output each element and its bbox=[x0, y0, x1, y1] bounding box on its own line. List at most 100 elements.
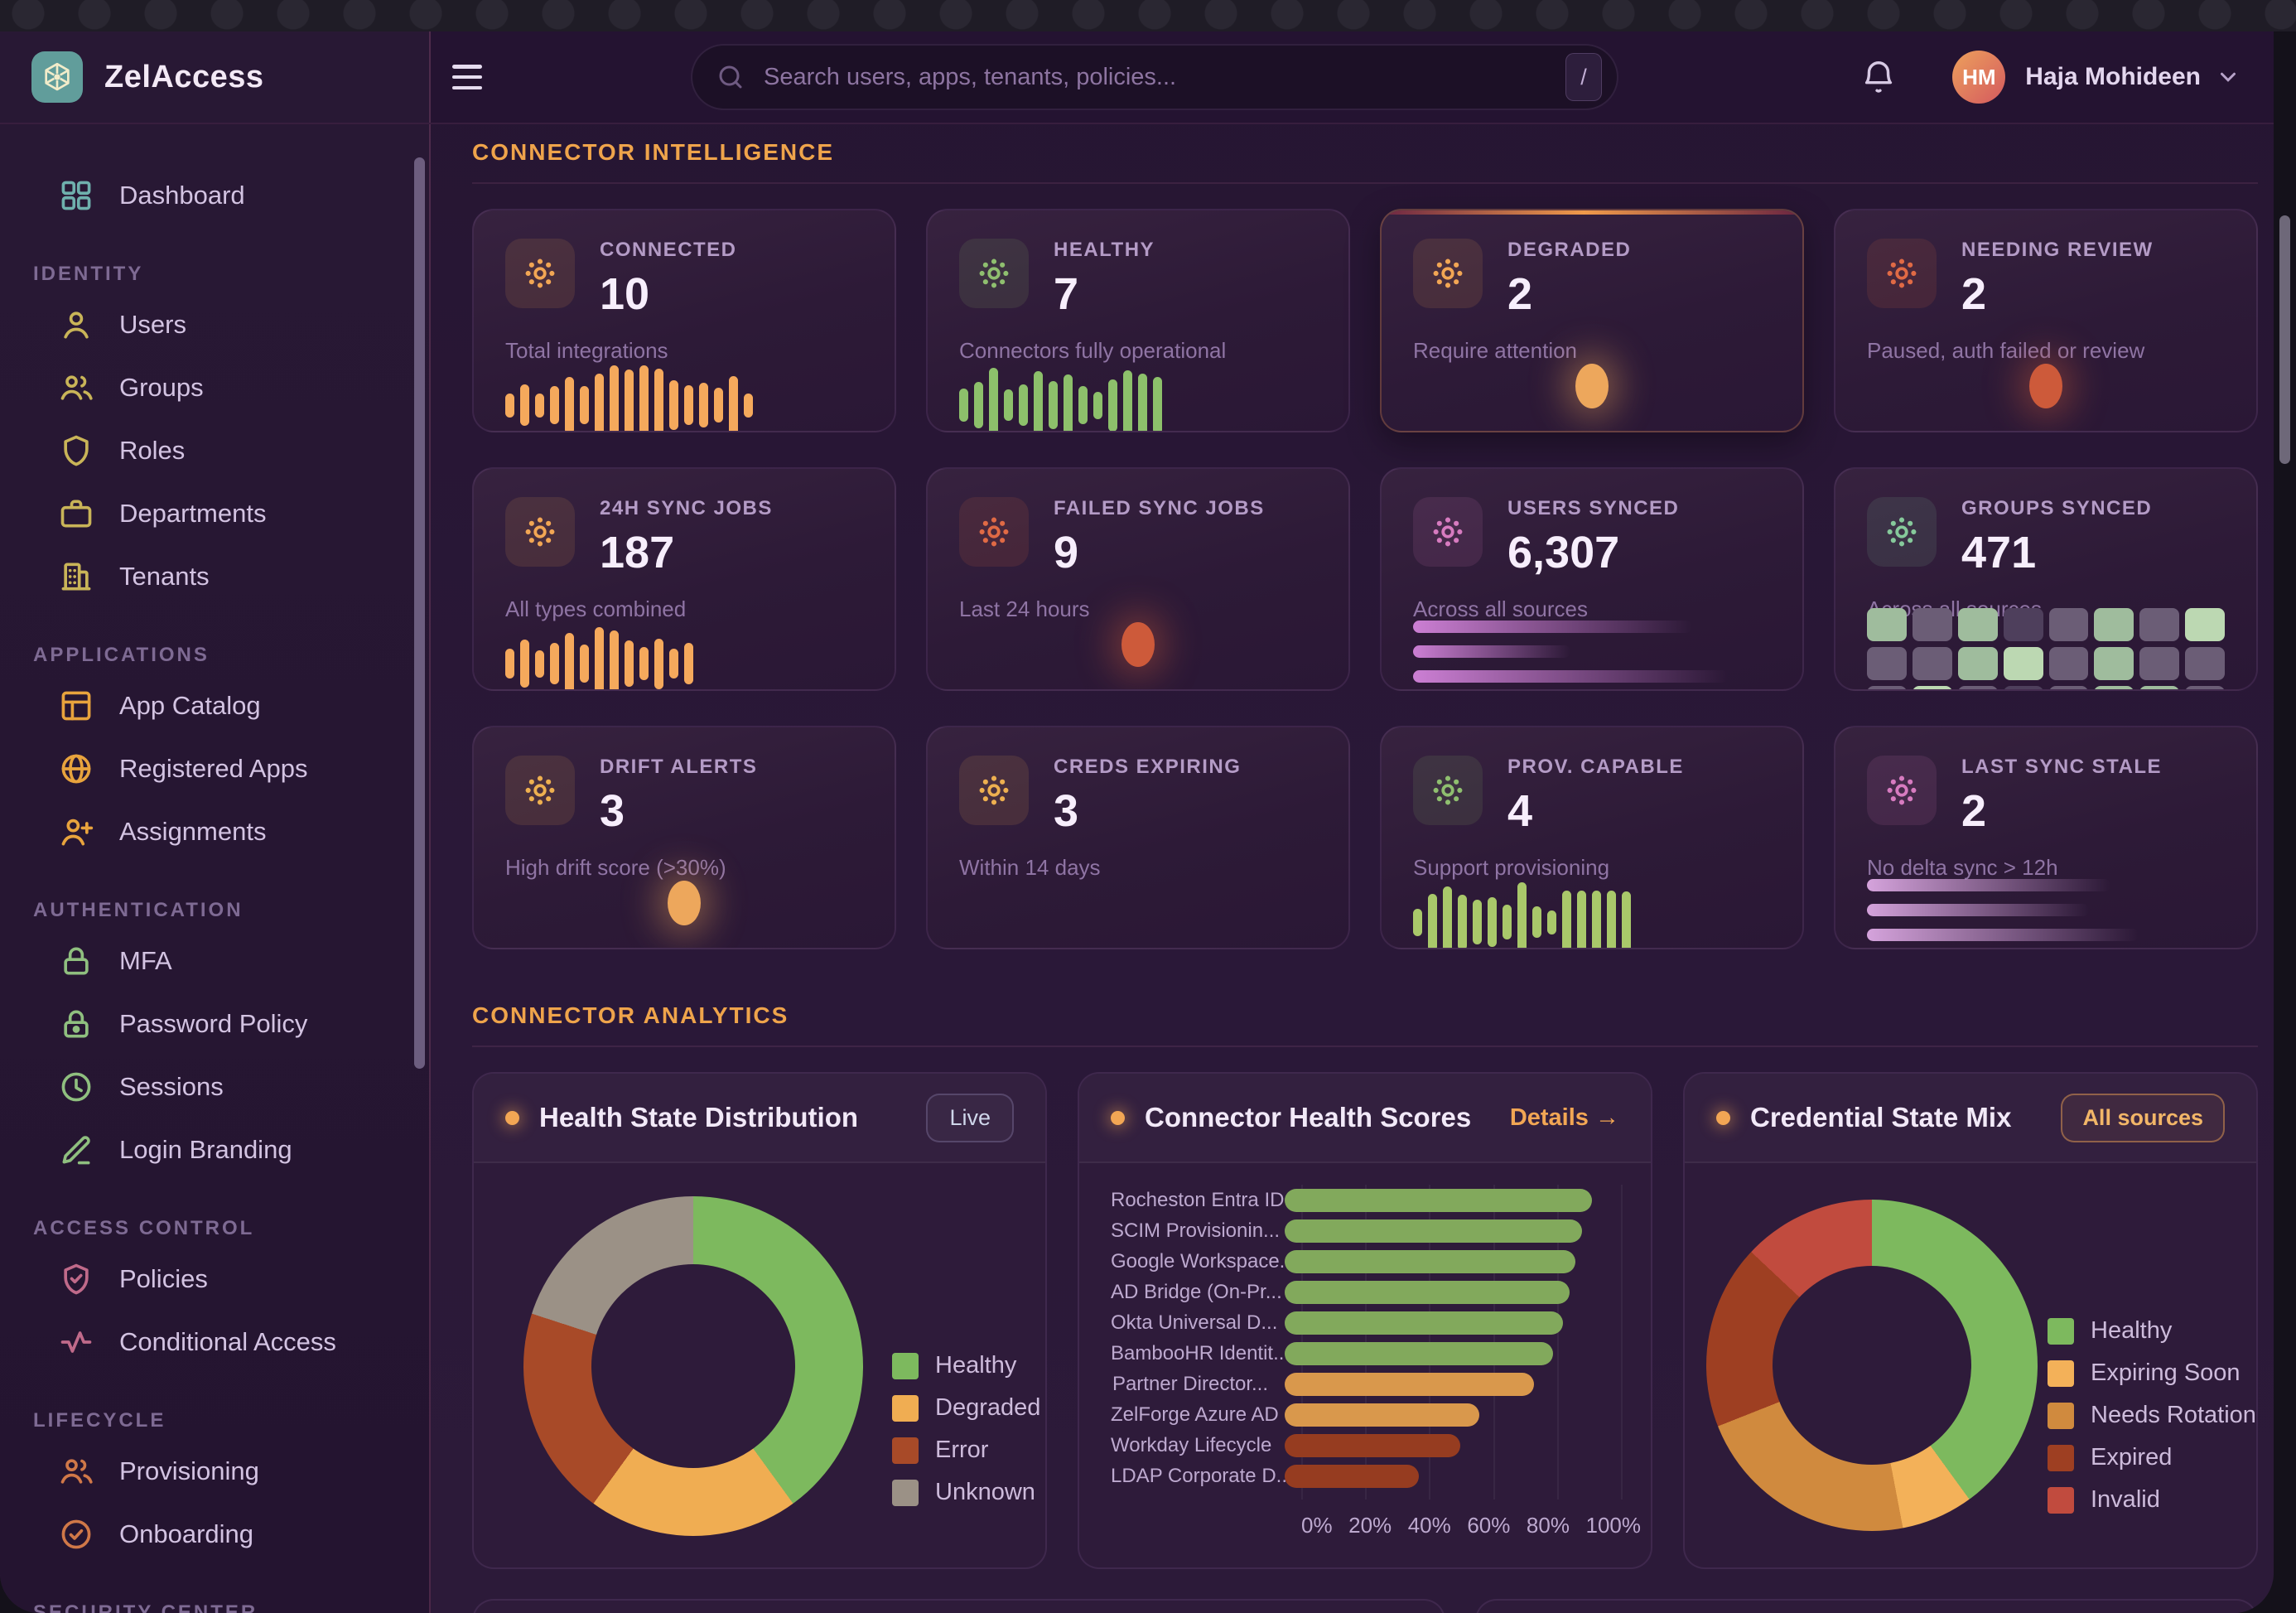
user-plus-icon bbox=[58, 814, 94, 850]
stat-card-label: CONNECTED bbox=[600, 239, 737, 261]
sidebar-item-login-branding[interactable]: Login Branding bbox=[0, 1118, 429, 1181]
sidebar-item-label: Dashboard bbox=[119, 181, 245, 210]
stat-card-value: 471 bbox=[1961, 528, 2037, 577]
sidebar-item-label: Provisioning bbox=[119, 1456, 259, 1485]
stat-card-visual bbox=[1413, 620, 1771, 689]
sidebar-item-conditional-access[interactable]: Conditional Access bbox=[0, 1311, 429, 1374]
sidebar-item-label: Password Policy bbox=[119, 1009, 308, 1038]
bar-fill bbox=[1285, 1249, 1576, 1273]
details-link[interactable]: Details → bbox=[1509, 1104, 1619, 1131]
stat-card-subtitle: Connectors fully operational bbox=[959, 338, 1227, 363]
sidebar-item-policies[interactable]: Policies bbox=[0, 1248, 429, 1311]
stat-card-healthy[interactable]: HEALTHY 7 Connectors fully operational bbox=[926, 209, 1350, 432]
waveform-sparkline bbox=[1413, 881, 1631, 948]
menu-toggle-button[interactable] bbox=[452, 65, 482, 89]
chevron-down-icon[interactable] bbox=[2216, 65, 2241, 89]
sidebar-section-lifecycle: LIFECYCLE bbox=[33, 1409, 166, 1432]
stat-card-subtitle: All types combined bbox=[505, 596, 687, 621]
stat-card-value: 7 bbox=[1054, 269, 1079, 319]
legend-label: Expired bbox=[2091, 1444, 2173, 1471]
connector-health-scores-card: Connector Health Scores Details → Roches… bbox=[1078, 1072, 1652, 1569]
stat-card-prov-capable[interactable]: PROV. CAPABLE 4 Support provisioning bbox=[1380, 726, 1804, 949]
global-search[interactable]: / bbox=[691, 44, 1618, 110]
waveform-sparkline bbox=[505, 622, 693, 689]
stat-card-groups-synced[interactable]: GROUPS SYNCED 471 Across all sources bbox=[1834, 467, 2258, 691]
search-input[interactable] bbox=[764, 63, 1565, 91]
sidebar-item-assignments[interactable]: Assignments bbox=[0, 800, 429, 863]
health-donut-chart bbox=[523, 1196, 863, 1536]
stat-card-creds-expiring[interactable]: CREDS EXPIRING 3 Within 14 days bbox=[926, 726, 1350, 949]
stat-card-failed-sync-jobs[interactable]: FAILED SYNC JOBS 9 Last 24 hours bbox=[926, 467, 1350, 691]
status-sun-icon bbox=[1413, 497, 1483, 567]
legend-item-error: Error bbox=[892, 1437, 1040, 1464]
sidebar-item-users[interactable]: Users bbox=[0, 293, 429, 356]
bar-row-google-workspace: Google Workspace... bbox=[1111, 1246, 1634, 1277]
stat-card-last-sync-stale[interactable]: LAST SYNC STALE 2 No delta sync > 12h bbox=[1834, 726, 2258, 949]
bar-category-label: Google Workspace... bbox=[1111, 1249, 1296, 1273]
progress-lines bbox=[1867, 878, 2225, 949]
stat-card-drift-alerts[interactable]: DRIFT ALERTS 3 High drift score (>30%) bbox=[472, 726, 896, 949]
legend-item-unknown: Unknown bbox=[892, 1479, 1040, 1506]
stat-card-24h-sync-jobs[interactable]: 24H SYNC JOBS 187 All types combined bbox=[472, 467, 896, 691]
sidebar-item-onboarding[interactable]: Onboarding bbox=[0, 1503, 429, 1566]
bar-track bbox=[1285, 1372, 1604, 1396]
status-sun-icon bbox=[959, 497, 1029, 567]
sidebar-item-groups[interactable]: Groups bbox=[0, 356, 429, 419]
hbar-body: Rocheston Entra ID SCIM Provisionin... Goo… bbox=[1079, 1163, 1651, 1567]
stat-card-users-synced[interactable]: USERS SYNCED 6,307 Across all sources bbox=[1380, 467, 1804, 691]
status-glow-dot bbox=[1575, 364, 1609, 408]
section-divider bbox=[472, 1046, 2258, 1047]
bar-row-scim-provisionin: SCIM Provisionin... bbox=[1111, 1215, 1634, 1246]
sync-freshness-card: Sync Freshness Distribution Last sync re… bbox=[1475, 1599, 2258, 1613]
sidebar-item-dashboard[interactable]: Dashboard bbox=[0, 164, 429, 227]
bar-category-label: ZelForge Azure AD bbox=[1111, 1403, 1279, 1426]
legend-swatch bbox=[2048, 1486, 2074, 1514]
sidebar-item-roles[interactable]: Roles bbox=[0, 419, 429, 482]
building-icon bbox=[58, 558, 94, 595]
bar-category-label: BambooHR Identit... bbox=[1111, 1341, 1290, 1364]
stat-card-subtitle: High drift score (>30%) bbox=[505, 855, 726, 880]
axis-tick-label: 80% bbox=[1526, 1513, 1570, 1538]
stat-card-top: DEGRADED 2 bbox=[1413, 239, 1771, 320]
stat-card-top: GROUPS SYNCED 471 bbox=[1867, 497, 2225, 578]
pulse-dot-icon bbox=[505, 1110, 519, 1125]
card-title: Credential State Mix bbox=[1750, 1102, 2012, 1132]
stat-card-value: 2 bbox=[1961, 269, 1987, 319]
user-avatar[interactable]: HM bbox=[1952, 51, 2006, 104]
sidebar-item-mfa[interactable]: MFA bbox=[0, 930, 429, 992]
live-badge: Live bbox=[926, 1093, 1014, 1142]
sidebar-item-label: Policies bbox=[119, 1264, 208, 1293]
bar-fill bbox=[1285, 1464, 1420, 1488]
sidebar-item-password-policy[interactable]: Password Policy bbox=[0, 992, 429, 1055]
stat-card-top: USERS SYNCED 6,307 bbox=[1413, 497, 1771, 578]
legend-item-needs-rotation: Needs Rotation bbox=[2048, 1402, 2256, 1429]
sidebar-item-tenants[interactable]: Tenants bbox=[0, 545, 429, 608]
legend-item-expired: Expired bbox=[2048, 1444, 2256, 1471]
bar-row-zelforge-azure-ad: ZelForge Azure AD bbox=[1111, 1399, 1634, 1430]
page-scrollbar-thumb[interactable] bbox=[2279, 215, 2290, 464]
sidebar-item-app-catalog[interactable]: App Catalog bbox=[0, 674, 429, 737]
legend-label: Expiring Soon bbox=[2091, 1359, 2241, 1386]
stat-card-top: LAST SYNC STALE 2 bbox=[1867, 756, 2225, 837]
sidebar-item-provisioning[interactable]: Provisioning bbox=[0, 1440, 429, 1503]
legend-swatch bbox=[2048, 1444, 2074, 1471]
stat-card-value: 6,307 bbox=[1507, 528, 1620, 577]
all-sources-badge[interactable]: All sources bbox=[2061, 1093, 2225, 1142]
legend-item-expiring-soon: Expiring Soon bbox=[2048, 1359, 2256, 1387]
sidebar-section-identity: IDENTITY bbox=[33, 263, 144, 285]
stat-card-connected[interactable]: CONNECTED 10 Total integrations bbox=[472, 209, 896, 432]
bar-track bbox=[1285, 1403, 1604, 1427]
legend-swatch bbox=[2048, 1317, 2074, 1345]
axis-tick-label: 0% bbox=[1301, 1513, 1333, 1538]
sidebar-item-registered-apps[interactable]: Registered Apps bbox=[0, 737, 429, 800]
sidebar-scrollbar-thumb[interactable] bbox=[414, 157, 425, 1069]
stat-card-needing-review[interactable]: NEEDING REVIEW 2 Paused, auth failed or re… bbox=[1834, 209, 2258, 432]
notifications-bell-icon[interactable] bbox=[1859, 58, 1898, 96]
sidebar-item-sessions[interactable]: Sessions bbox=[0, 1055, 429, 1118]
stat-card-value: 2 bbox=[1961, 786, 1987, 836]
stat-card-degraded[interactable]: DEGRADED 2 Require attention bbox=[1380, 209, 1804, 432]
health-donut-legend: Healthy Degraded Error Unknown bbox=[892, 1352, 1040, 1506]
sidebar-item-departments[interactable]: Departments bbox=[0, 482, 429, 545]
stat-card-label: USERS SYNCED bbox=[1507, 497, 1680, 519]
sidebar-section-access-control: ACCESS CONTROL bbox=[33, 1217, 255, 1239]
